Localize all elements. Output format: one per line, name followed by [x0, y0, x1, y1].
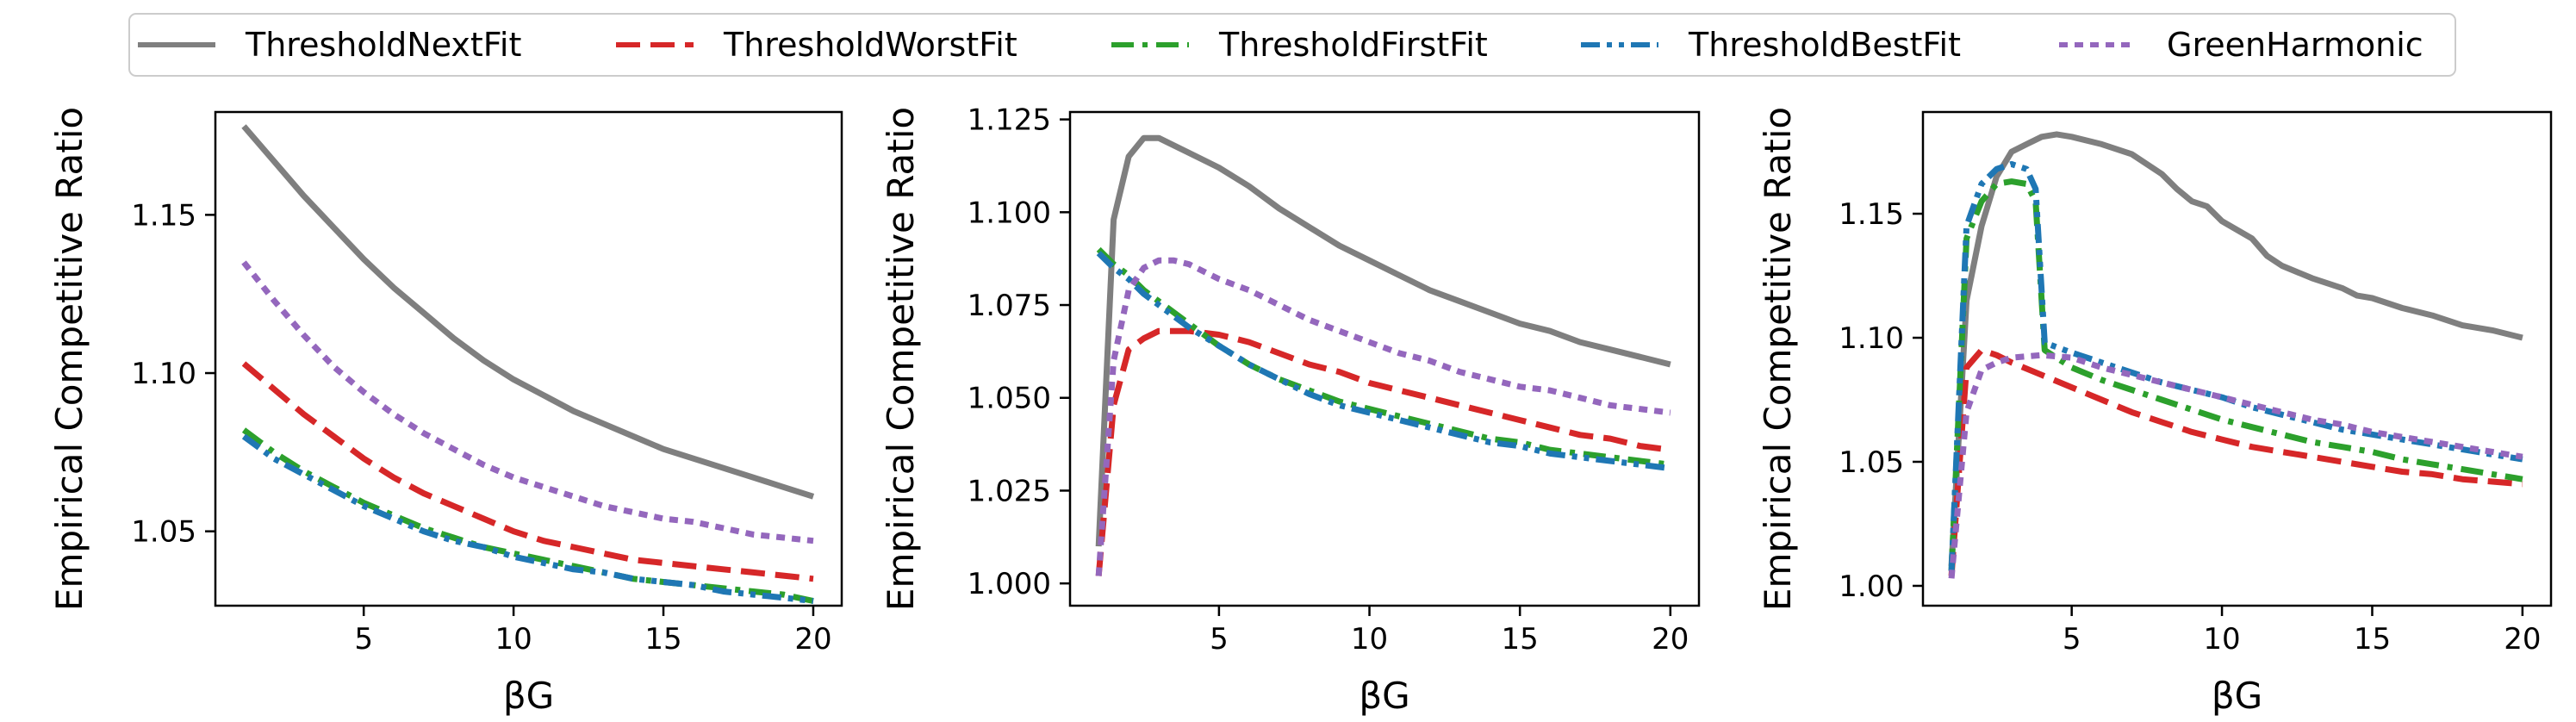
- y-tick-label: 1.00: [1839, 570, 1904, 604]
- series-line-ThresholdNextFit: [1948, 131, 2523, 567]
- axes-frame: [1921, 110, 2553, 607]
- x-tick-label: 20: [1652, 622, 1689, 657]
- series-line-ThresholdBestFit: [241, 433, 814, 604]
- x-tick-label: 15: [2354, 622, 2391, 657]
- y-tick-label: 1.100: [968, 196, 1051, 230]
- x-tick-label: 5: [354, 622, 373, 657]
- series-group: [241, 124, 815, 604]
- x-tick-label: 10: [495, 622, 532, 657]
- y-tick-label: 1.000: [968, 567, 1051, 601]
- series-line-GreenHarmonic: [1948, 352, 2523, 579]
- x-tick-label: 5: [1210, 622, 1229, 657]
- y-tick-label: 1.10: [131, 357, 196, 391]
- y-tick-label: 1.15: [1839, 197, 1904, 232]
- y-tick-label: 1.15: [131, 198, 196, 233]
- y-tick-label: 1.05: [131, 515, 196, 550]
- legend-label: ThresholdFirstFit: [1218, 26, 1488, 64]
- y-tick-label: 1.050: [968, 382, 1051, 416]
- y-tick-label: 1.025: [968, 474, 1051, 508]
- series-line-ThresholdWorstFit: [1095, 327, 1671, 576]
- series-line-ThresholdBestFit: [1096, 251, 1671, 472]
- axes-frame: [214, 110, 843, 607]
- y-tick-label: 1.05: [1839, 445, 1904, 480]
- x-tick-label: 20: [794, 622, 831, 657]
- legend-label: ThresholdBestFit: [1688, 26, 1961, 64]
- y-tick-label: 1.075: [968, 289, 1051, 323]
- legend-label: ThresholdNextFit: [245, 26, 521, 64]
- x-tick-label: 15: [1502, 622, 1539, 657]
- x-axis-label: βG: [1359, 675, 1409, 717]
- series-line-ThresholdWorstFit: [241, 361, 814, 582]
- series-group: [1095, 134, 1671, 576]
- legend: ThresholdNextFit ThresholdWorstFit Thresho…: [128, 13, 2456, 77]
- y-tick-label: 1.10: [1839, 321, 1904, 356]
- series-group: [1948, 131, 2523, 579]
- x-tick-label: 10: [1351, 622, 1388, 657]
- legend-label: ThresholdWorstFit: [723, 26, 1017, 64]
- y-tick-label: 1.125: [968, 103, 1051, 138]
- series-line-GreenHarmonic: [241, 260, 814, 545]
- series-line-ThresholdFirstFit: [1096, 246, 1671, 468]
- series-line-GreenHarmonic: [1095, 257, 1671, 576]
- series-line-ThresholdFirstFit: [1948, 178, 2523, 571]
- series-line-ThresholdNextFit: [241, 124, 815, 500]
- axes-frame: [1068, 110, 1701, 607]
- x-tick-label: 20: [2504, 622, 2541, 657]
- series-line-ThresholdFirstFit: [241, 427, 814, 604]
- x-tick-label: 15: [644, 622, 681, 657]
- legend-label: GreenHarmonic: [2167, 26, 2424, 64]
- y-axis-label: Empirical Competitive Ratio: [48, 107, 90, 611]
- x-tick-label: 10: [2203, 622, 2240, 657]
- chart-panel-1: 5 10 15 20 1.05 1.10 1.15 βG Empirical Competiti…: [48, 107, 843, 717]
- legend-frame: [128, 13, 2456, 77]
- series-line-ThresholdNextFit: [1095, 134, 1671, 547]
- chart-panel-2: 5 10 15 20 1.000 1.025 1.050 1.075 1.100 1.125 βG E…: [880, 103, 1701, 717]
- x-tick-label: 5: [2063, 622, 2081, 657]
- y-axis-label: Empirical Competitive Ratio: [880, 107, 922, 611]
- chart-panel-3: 5 10 15 20 1.00 1.05 1.10 1.15 βG Empirical Compe…: [1757, 107, 2553, 717]
- y-axis-label: Empirical Competitive Ratio: [1757, 107, 1799, 611]
- x-axis-label: βG: [2212, 675, 2262, 717]
- chart-panels: 5 10 15 20 1.05 1.10 1.15 βG Empirical Competiti…: [48, 103, 2553, 717]
- x-axis-label: βG: [503, 675, 554, 717]
- series-line-ThresholdBestFit: [1948, 161, 2523, 571]
